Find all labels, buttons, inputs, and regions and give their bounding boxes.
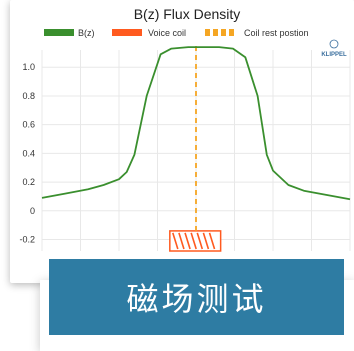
chart-title: B(z) Flux Density (134, 6, 241, 22)
y-tick-label: 0.6 (22, 120, 35, 130)
legend: B(z) Voice coil Coil rest postion (44, 28, 309, 38)
voice-coil-hatch (208, 232, 216, 250)
legend-swatch-coil-rest (205, 29, 234, 36)
legend-swatch-bz (44, 29, 74, 36)
legend-swatch-voice-coil (112, 29, 142, 36)
y-tick-label: 0 (30, 206, 35, 216)
y-tick-label: 1.0 (22, 62, 35, 72)
voice-coil-hatch (178, 232, 185, 250)
y-tick-label: -0.2 (19, 235, 35, 245)
legend-label-voice-coil: Voice coil (148, 28, 186, 38)
klippel-logo: KLIPPEL (321, 39, 347, 58)
series-line-bz (41, 46, 351, 201)
voice-coil-hatch (190, 232, 197, 250)
y-axis-ticks: 1.0 0.8 0.6 0.4 0.2 0 -0.2 (19, 62, 35, 244)
voice-coil-hatch (196, 232, 204, 250)
title-banner: 磁场测试 (49, 259, 344, 335)
y-tick-label: 0.8 (22, 91, 35, 101)
voice-coil-hatch (184, 232, 191, 250)
voice-coil-layer (169, 230, 222, 252)
y-tick-label: 0.2 (22, 177, 35, 187)
voice-coil-hatch (202, 232, 210, 250)
voice-coil-hatch (172, 232, 179, 250)
y-tick-label: 0.4 (22, 148, 35, 158)
legend-label-coil-rest: Coil rest postion (244, 28, 309, 38)
series-layer (41, 46, 351, 201)
banner-title: 磁场测试 (126, 280, 267, 318)
legend-label-bz: B(z) (78, 28, 95, 38)
logo-text: KLIPPEL (321, 52, 347, 58)
